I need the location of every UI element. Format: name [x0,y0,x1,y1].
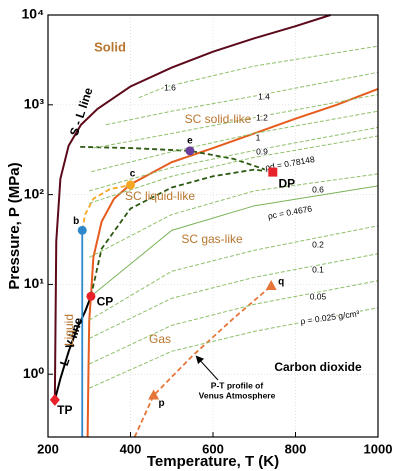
annotation: P-T profile of [211,380,264,390]
y-tick-label: 10⁴ [22,6,45,22]
point-marker [77,225,87,235]
point-marker [268,167,278,177]
y-tick-label: 10⁰ [23,365,45,381]
series-line [53,295,92,401]
x-axis-label: Temperature, T (K) [147,453,279,470]
series-line [89,307,379,389]
series-line [93,94,379,149]
line-label: 1.2 [256,112,268,122]
line-label: 0.1 [312,264,324,274]
line-label: 0.9 [256,146,268,156]
series-line [90,185,379,297]
point-marker [126,180,135,190]
annotation: Gas [149,332,171,346]
annotation: SC gas-like [181,232,243,246]
annotation: SC liquid-like [125,189,195,203]
line-label: 0.6 [312,184,324,194]
series-line [89,280,379,365]
annotation: Carbon dioxide [274,360,362,374]
annotation: Liquid [62,314,76,346]
y-tick-label: 10² [24,185,45,201]
point-label: DP [278,176,295,190]
point-label: q [278,277,284,288]
x-tick-label: 600 [202,441,224,456]
annotation: Solid [94,39,126,54]
series-line [89,253,379,339]
annotation: Venus Atmosphere [199,390,276,400]
line-label: 0.05 [310,291,327,301]
point-label: b [73,216,79,227]
annotation-arrow [195,355,219,381]
line-label: 1.6 [164,82,176,92]
series-line [88,225,379,321]
y-tick-label: 10³ [24,96,45,112]
series-line [53,14,331,400]
line-label: 1.4 [258,91,270,101]
x-tick-label: 800 [285,441,307,456]
point-label: CP [97,294,114,308]
point-marker [185,146,195,156]
y-axis-label: Pressure, P (MPa) [6,162,23,289]
x-tick-label: 400 [120,441,142,456]
series-line [80,145,274,173]
point-marker [86,291,96,301]
series-line [81,184,131,231]
plot-area [53,14,379,438]
series-line [90,168,273,297]
series-line [138,45,379,99]
series-line [105,71,379,126]
series-line [89,173,379,258]
point-label: TP [57,403,72,417]
x-tick-label: 1000 [364,441,393,456]
series-line [86,88,379,438]
point-label: e [187,136,193,147]
point-marker [49,393,60,406]
annotation: SC solid-like [185,112,252,126]
line-label: 0.2 [312,239,324,249]
point-label: p [159,398,165,409]
point-label: c [130,169,136,180]
series-line [91,110,379,173]
line-label: 1 [256,132,261,142]
y-tick-label: 10¹ [24,275,45,291]
point-marker [148,389,160,400]
x-tick-label: 200 [37,441,59,456]
point-marker [265,280,277,291]
series-line [89,126,379,192]
series-line [89,135,379,204]
